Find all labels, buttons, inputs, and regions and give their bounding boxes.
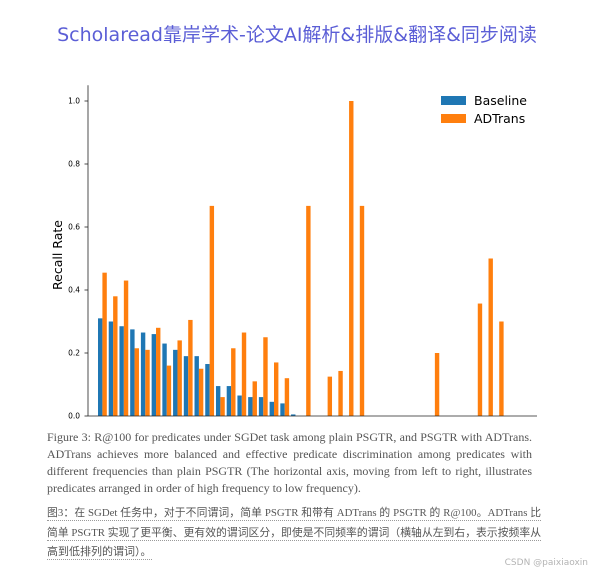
y-tick-label: 0.6 xyxy=(68,223,80,232)
caption-translation: 图3：在 SGDet 任务中，对于不同谓词，简单 PSGTR 和带有 ADTra… xyxy=(47,504,541,563)
baseline-bar xyxy=(248,397,253,416)
adtrans-bar xyxy=(434,353,440,416)
watermark: CSDN @paixiaoxin xyxy=(504,558,588,568)
bars-group xyxy=(98,101,504,417)
adtrans-bar xyxy=(231,348,236,416)
translation-line: 简单 PSGTR 实现了更平衡、更有效的谓词区分，即使是不同频率的谓词（横轴从左… xyxy=(47,524,541,544)
adtrans-bar xyxy=(359,205,365,416)
baseline-bar xyxy=(183,356,189,416)
adtrans-bar xyxy=(156,327,161,416)
y-tick-label: 1.0 xyxy=(68,97,80,106)
caption-line: Figure 3: R@100 for predicates under SGD… xyxy=(47,430,532,444)
baseline-bar xyxy=(291,414,296,416)
y-tick-label: 0.0 xyxy=(68,412,80,421)
caption-line: predicates arranged in order of high fre… xyxy=(47,481,361,495)
page-title: Scholaread靠岸学术-论文AI解析&排版&翻译&同步阅读 xyxy=(57,24,537,46)
translation-line: 高到低排列的谓词）。 xyxy=(47,543,541,563)
adtrans-bar xyxy=(198,368,204,416)
legend-swatch-baseline xyxy=(441,96,466,105)
adtrans-bar xyxy=(220,397,225,416)
adtrans-bar xyxy=(102,272,107,416)
baseline-bar xyxy=(140,332,146,416)
y-axis-label: Recall Rate xyxy=(50,220,65,290)
baseline-bar xyxy=(194,356,199,416)
adtrans-bar xyxy=(166,365,172,416)
translation-line: 图3：在 SGDet 任务中，对于不同谓词，简单 PSGTR 和带有 ADTra… xyxy=(47,504,541,524)
adtrans-bar xyxy=(145,349,150,416)
adtrans-bar xyxy=(188,319,193,416)
y-tick-label: 0.2 xyxy=(68,349,80,358)
baseline-bar xyxy=(226,386,232,416)
baseline-bar xyxy=(269,401,274,416)
baseline-bar xyxy=(237,395,242,416)
adtrans-bar xyxy=(488,258,493,416)
baseline-bar xyxy=(162,343,167,416)
legend-swatch-adtrans xyxy=(441,114,466,123)
adtrans-bar xyxy=(241,332,247,416)
baseline-bar xyxy=(98,318,103,416)
baseline-bar xyxy=(258,397,264,416)
adtrans-bar xyxy=(327,376,333,417)
baseline-bar xyxy=(173,349,178,416)
baseline-bar xyxy=(130,329,135,417)
legend-label-adtrans: ADTrans xyxy=(474,111,525,126)
baseline-bar xyxy=(215,386,221,416)
adtrans-bar xyxy=(263,337,268,416)
adtrans-bar xyxy=(477,303,483,416)
baseline-bar xyxy=(205,364,210,416)
translation-text: 简单 PSGTR 实现了更平衡、更有效的谓词区分，即使是不同频率的谓词（横轴从左… xyxy=(47,526,541,541)
adtrans-bar xyxy=(123,280,129,416)
adtrans-bar xyxy=(306,205,311,416)
baseline-bar xyxy=(119,326,124,416)
baseline-bar xyxy=(280,403,285,416)
adtrans-bar xyxy=(177,340,182,416)
adtrans-bar xyxy=(338,370,343,416)
figure-caption: Figure 3: R@100 for predicates under SGD… xyxy=(47,429,532,497)
baseline-bar xyxy=(151,334,157,416)
recall-rate-bar-chart: 0.0 0.2 0.4 0.6 0.8 1.0 Recall Rate Baseline … xyxy=(50,85,537,421)
caption-line: different frequencies than plain PSGTR (… xyxy=(47,464,532,478)
y-tick-label: 0.4 xyxy=(68,286,80,295)
adtrans-bar xyxy=(499,321,504,416)
y-ticks-group: 0.0 0.2 0.4 0.6 0.8 1.0 xyxy=(68,97,88,421)
adtrans-bar xyxy=(252,381,257,416)
adtrans-bar xyxy=(113,296,118,416)
adtrans-bar xyxy=(274,362,279,416)
legend-label-baseline: Baseline xyxy=(474,93,527,108)
translation-text: 高到低排列的谓词）。 xyxy=(47,546,152,560)
baseline-bar xyxy=(108,321,114,416)
y-tick-label: 0.8 xyxy=(68,160,80,169)
adtrans-bar xyxy=(134,348,139,416)
caption-line: ADTrans achieves more balanced and effec… xyxy=(47,447,532,461)
adtrans-bar xyxy=(284,378,290,416)
legend: Baseline ADTrans xyxy=(441,93,527,126)
adtrans-bar xyxy=(209,205,215,416)
translation-text: 图3：在 SGDet 任务中，对于不同谓词，简单 PSGTR 和带有 ADTra… xyxy=(47,507,541,521)
adtrans-bar xyxy=(349,101,354,416)
